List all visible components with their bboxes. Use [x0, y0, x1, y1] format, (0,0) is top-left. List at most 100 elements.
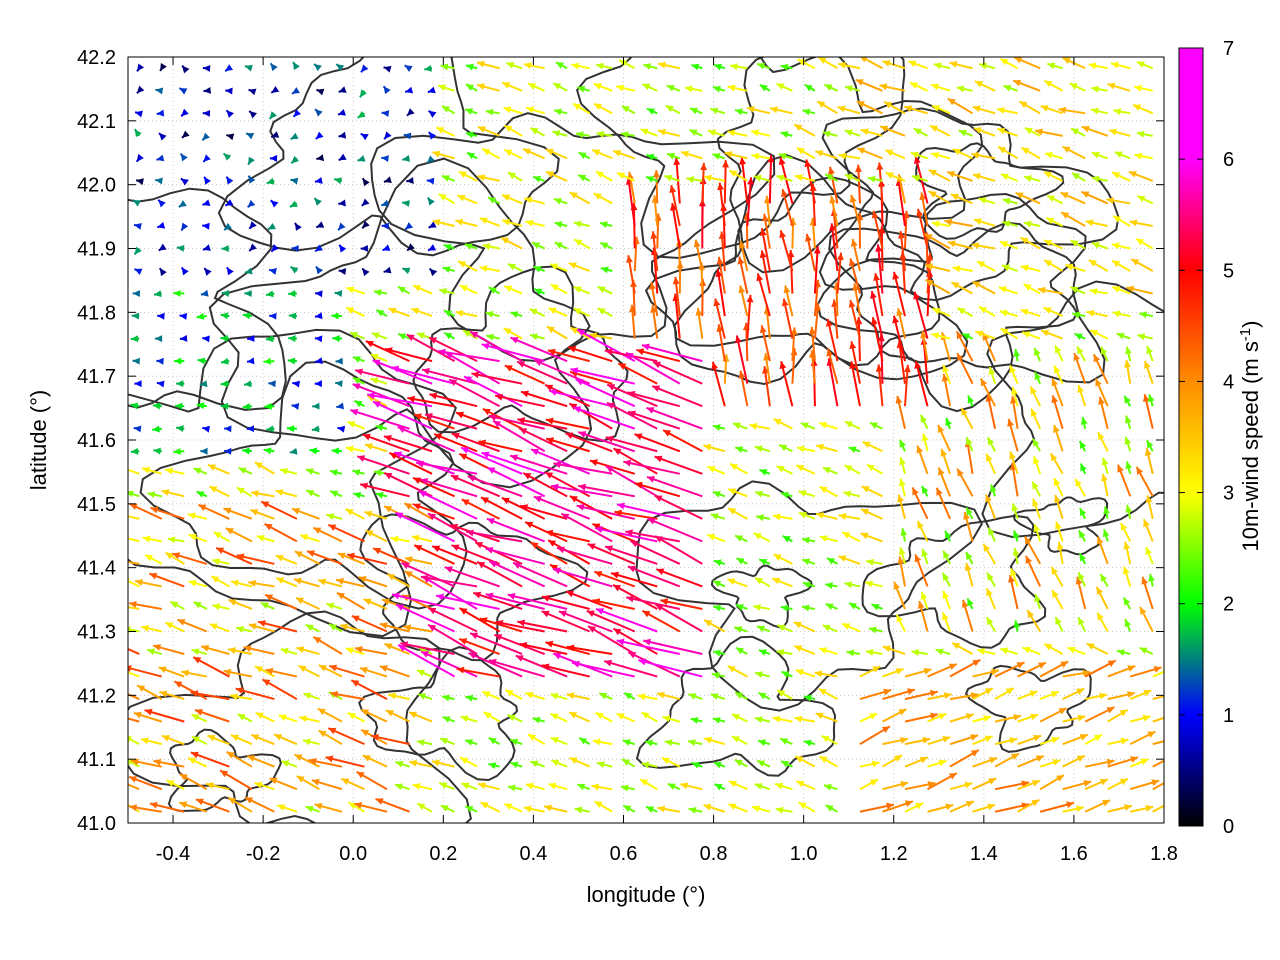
wind-arrow	[612, 149, 636, 160]
wind-arrow	[782, 534, 793, 543]
wind-arrow	[566, 692, 590, 701]
wind-arrow	[386, 573, 411, 588]
colorbar-tick-label: 6	[1223, 149, 1234, 171]
wind-arrow	[264, 593, 298, 610]
wind-arrow	[510, 761, 523, 769]
wind-arrow	[911, 649, 928, 656]
wind-arrow	[327, 523, 365, 543]
wind-arrow	[844, 173, 861, 182]
wind-arrow	[778, 444, 793, 453]
wind-arrow	[693, 239, 704, 272]
wind-arrow	[796, 147, 816, 160]
wind-arrow	[787, 249, 795, 294]
wind-arrow	[315, 265, 324, 275]
wind-arrow	[450, 474, 501, 498]
wind-arrow	[161, 489, 185, 498]
wind-arrow	[553, 461, 613, 475]
wind-arrow	[974, 80, 996, 92]
wind-arrow	[227, 796, 253, 813]
wind-arrow	[591, 148, 613, 160]
terrain-contour	[1012, 496, 1108, 556]
wind-arrow	[315, 221, 325, 229]
wind-arrow	[1054, 616, 1064, 632]
wind-arrow	[333, 177, 343, 185]
wind-arrow	[134, 268, 143, 276]
wind-arrow	[338, 86, 347, 93]
wind-arrow	[713, 761, 726, 769]
wind-arrow	[589, 332, 613, 340]
wind-arrow	[794, 715, 816, 723]
wind-arrow	[1054, 494, 1064, 520]
wind-arrow	[220, 380, 230, 388]
wind-arrow	[220, 335, 230, 342]
wind-arrow	[1092, 353, 1109, 385]
wind-arrow	[295, 596, 320, 610]
y-tick-label: 42.1	[77, 111, 116, 133]
wind-arrow	[254, 781, 275, 791]
wind-arrow	[904, 105, 928, 115]
wind-arrow	[616, 502, 681, 520]
wind-arrow	[402, 154, 410, 162]
wind-arrow	[1032, 498, 1042, 520]
wind-arrow	[815, 443, 838, 453]
wind-arrow	[1079, 463, 1087, 475]
wind-arrow	[208, 485, 230, 498]
wind-arrow	[892, 315, 906, 362]
wind-arrow	[226, 750, 253, 768]
wind-arrow	[1139, 646, 1154, 655]
wind-arrow	[181, 669, 208, 678]
wind-arrow	[134, 579, 162, 588]
y-tick-label: 41.6	[77, 430, 116, 452]
wind-arrow	[626, 255, 636, 294]
wind-arrow	[337, 552, 365, 565]
wind-arrow	[318, 729, 343, 746]
wind-arrow	[595, 607, 658, 633]
wind-arrow	[1078, 440, 1087, 452]
wind-arrow	[476, 60, 500, 70]
wind-arrow	[738, 370, 749, 407]
wind-arrow	[520, 390, 568, 408]
wind-arrow	[973, 218, 996, 227]
wind-arrow	[578, 737, 591, 746]
wind-arrow	[1034, 593, 1042, 610]
wind-arrow	[1017, 713, 1039, 723]
wind-arrow	[432, 150, 455, 160]
colorbar-label-superscript: -1	[1237, 328, 1254, 341]
wind-arrow	[1119, 522, 1132, 542]
wind-arrow	[759, 325, 771, 362]
wind-arrow	[672, 276, 681, 317]
wind-arrow	[859, 688, 892, 701]
wind-arrow	[898, 478, 906, 497]
wind-arrow	[482, 690, 501, 701]
wind-arrow	[571, 660, 635, 678]
terrain-contour	[128, 187, 287, 411]
wind-arrow	[1022, 646, 1041, 655]
wind-arrow	[749, 422, 771, 430]
terrain-contour	[861, 514, 1047, 649]
wind-arrow	[1039, 774, 1065, 791]
wind-arrow	[1056, 541, 1064, 565]
wind-arrow	[727, 665, 748, 678]
wind-arrow	[903, 364, 911, 407]
wind-arrow	[772, 715, 793, 723]
wind-arrow	[545, 529, 590, 543]
wind-arrow	[288, 335, 297, 343]
wind-arrow	[212, 603, 230, 611]
wind-arrow	[317, 578, 343, 588]
wind-arrow	[1043, 239, 1064, 250]
wind-arrow	[781, 188, 794, 227]
wind-arrow	[411, 534, 433, 543]
wind-arrow	[1122, 596, 1132, 610]
wind-arrow	[728, 169, 748, 182]
wind-arrow	[503, 327, 523, 340]
wind-arrow	[548, 307, 568, 318]
wind-arrow	[141, 625, 163, 633]
wind-arrow	[686, 176, 703, 183]
wind-arrow	[546, 325, 568, 340]
wind-arrow	[286, 425, 297, 433]
wind-arrow	[397, 425, 455, 453]
wind-arrow	[1013, 348, 1021, 362]
wind-arrow	[1136, 195, 1154, 205]
wind-arrow	[451, 432, 500, 453]
wind-arrow	[972, 687, 994, 700]
